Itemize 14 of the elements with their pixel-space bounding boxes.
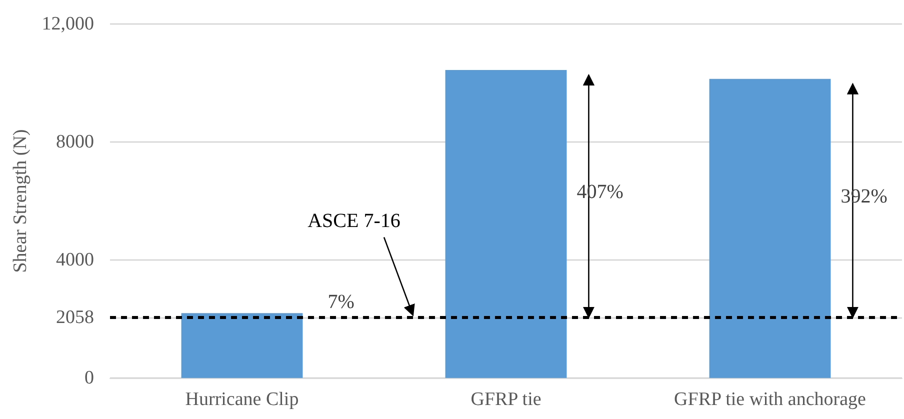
bar — [181, 313, 303, 378]
bar — [709, 78, 831, 378]
x-tick-label: GFRP tie with anchorage — [674, 389, 866, 410]
bar — [445, 70, 567, 378]
x-tick-label: GFRP tie — [470, 389, 542, 410]
ref-line-label: ASCE 7-16 — [308, 210, 400, 232]
y-axis-title: Shear Strength (N) — [10, 129, 31, 273]
y-tick-label: 8000 — [56, 132, 94, 152]
y-tick-label: 12,000 — [42, 14, 94, 34]
y-tick-label: 0 — [84, 368, 94, 388]
annotation: 7% — [328, 290, 354, 313]
y-tick-label: 2058 — [56, 306, 94, 328]
y-tick-label: 4000 — [56, 250, 94, 270]
x-tick-label: Hurricane Clip — [185, 389, 299, 410]
